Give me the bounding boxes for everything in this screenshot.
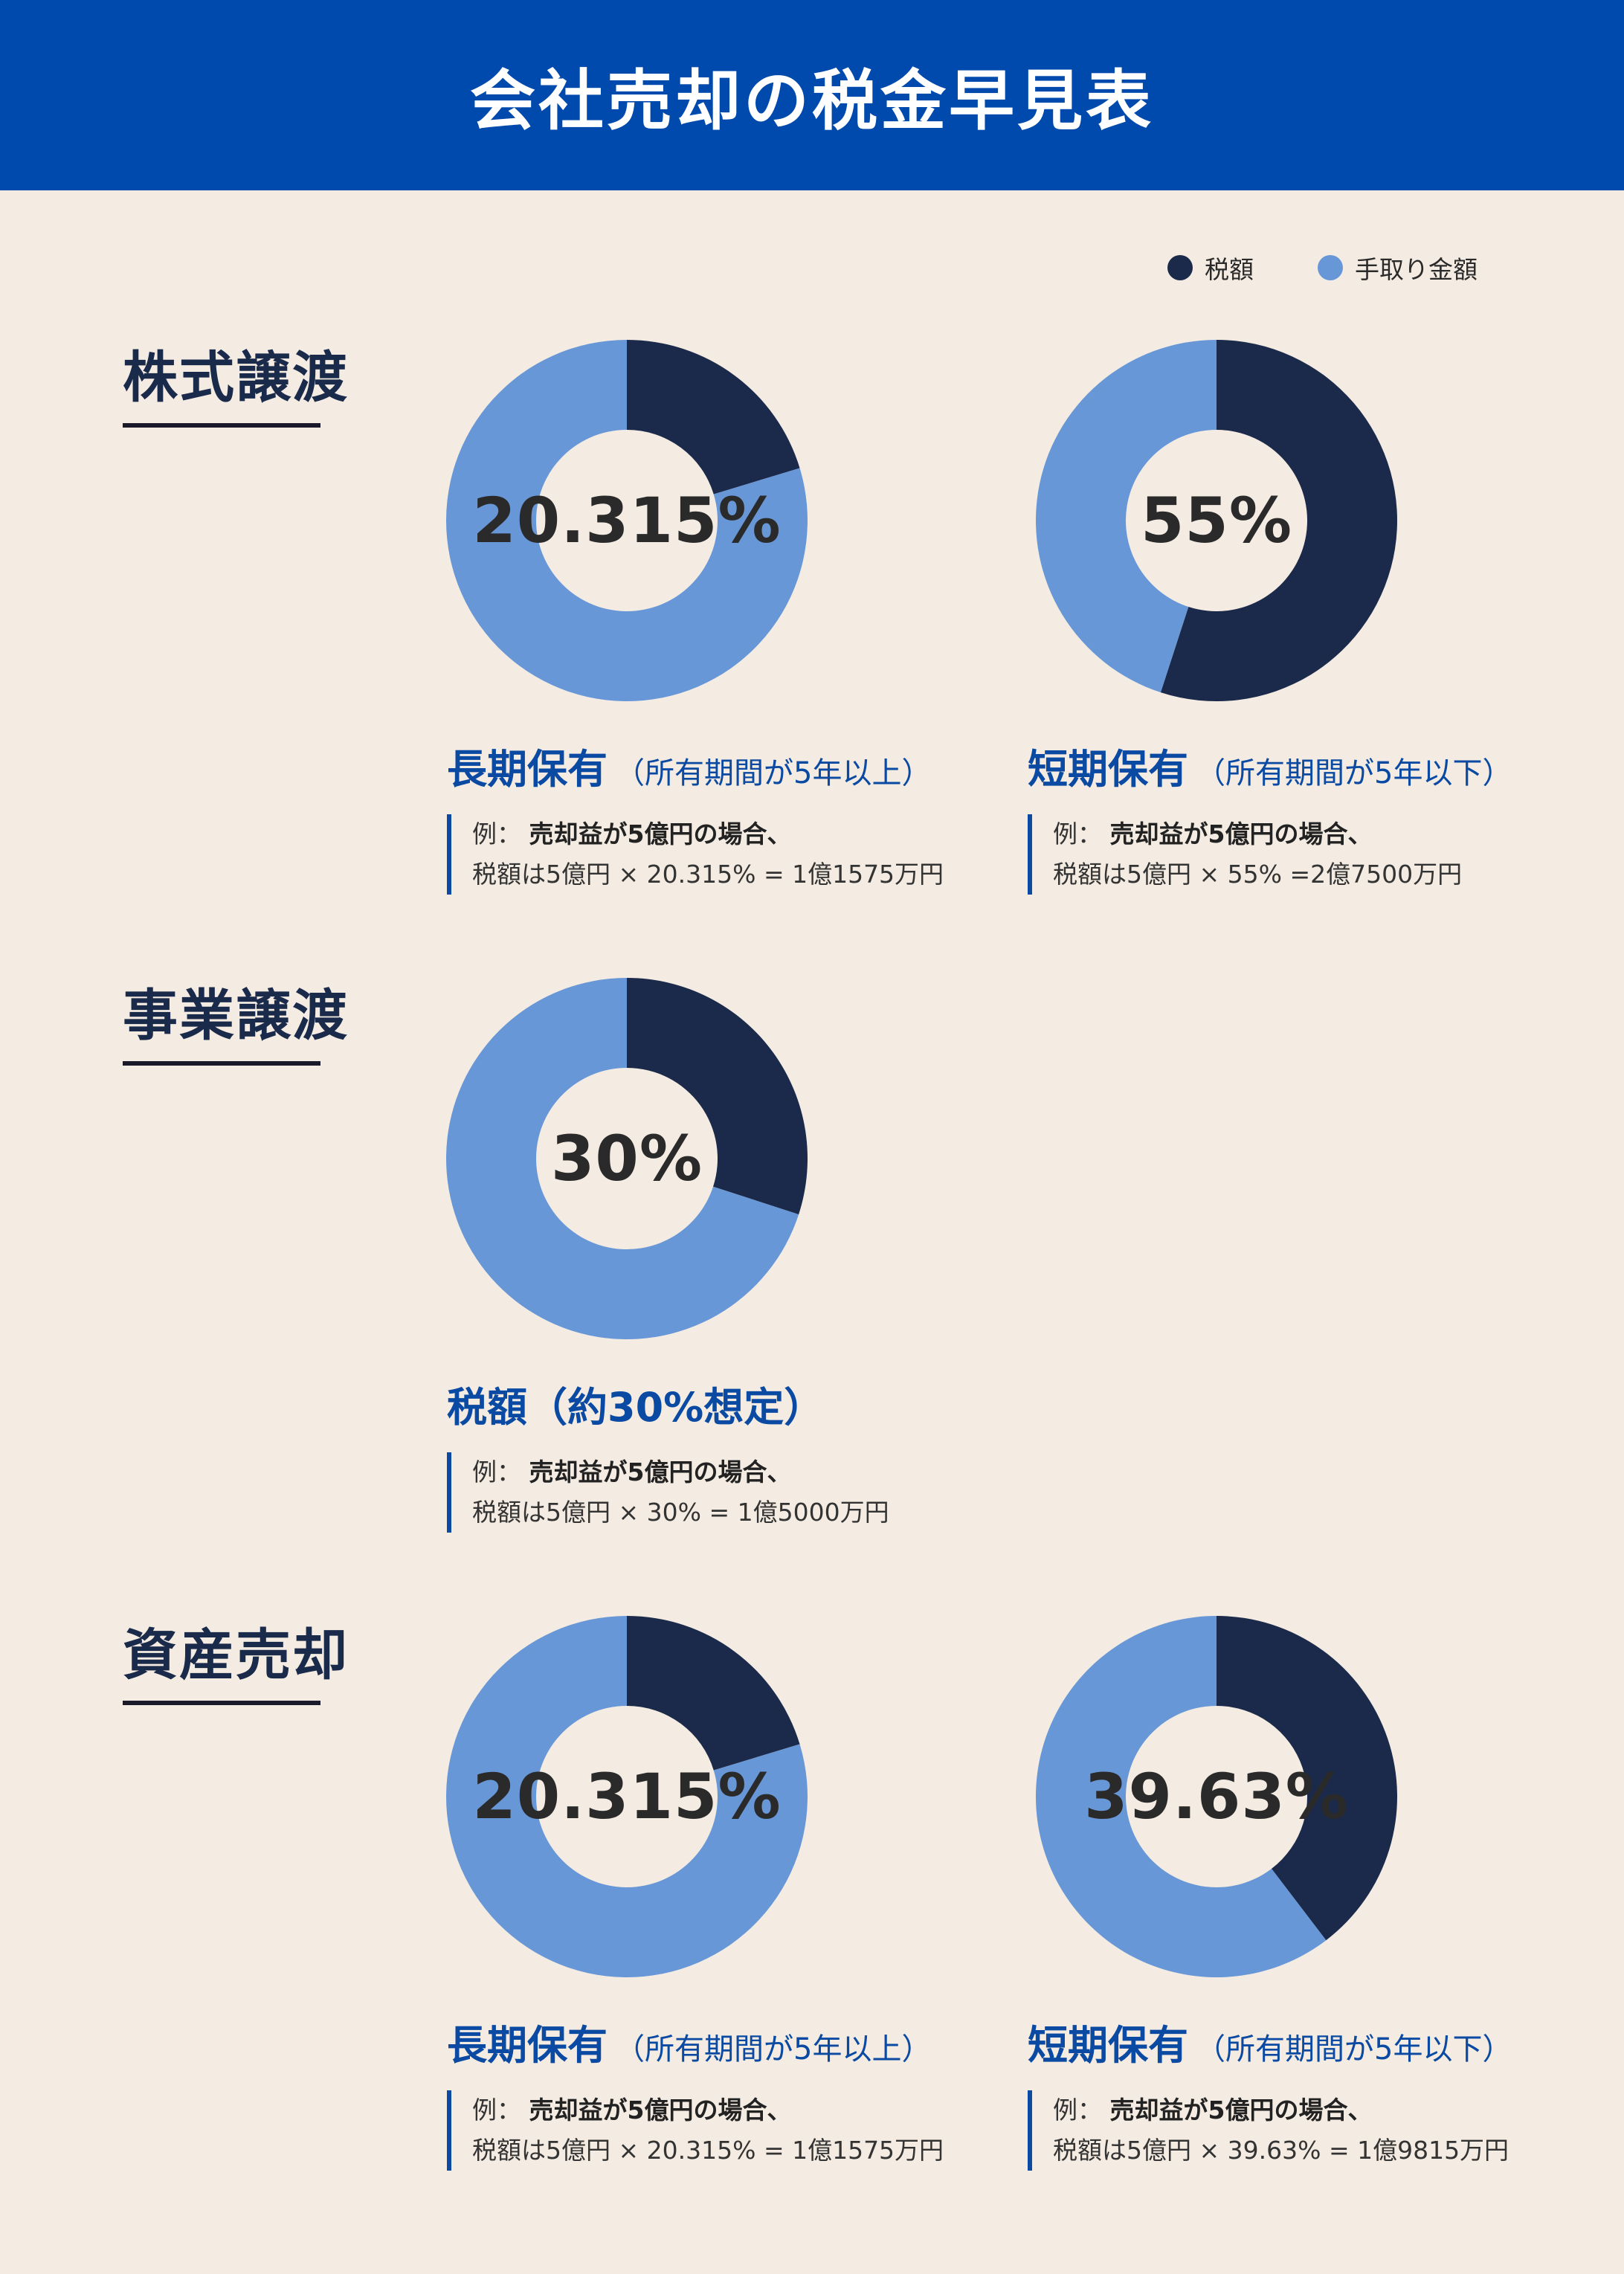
example-block: 例： 売却益が5億円の場合、 税額は5億円 × 20.315% = 1億1575… <box>447 814 944 895</box>
example-block: 例： 売却益が5億円の場合、 税額は5億円 × 39.63% = 1億9815万… <box>1028 2090 1512 2171</box>
donut-center-percentage: 20.315% <box>472 1760 782 1833</box>
example-condition: 売却益が5億円の場合、 <box>1109 819 1373 848</box>
section-title-text: 資産売却 <box>123 1623 349 1687</box>
example-block: 例： 売却益が5億円の場合、 税額は5億円 × 55% =2億7500万円 <box>1028 814 1512 895</box>
caption-subtitle: （所有期間が5年以下） <box>1196 2032 1512 2067</box>
legend-swatch-net <box>1318 255 1343 280</box>
example-line-2: 税額は5億円 × 30% = 1億5000万円 <box>472 1498 889 1527</box>
legend-item-net: 手取り金額 <box>1318 250 1478 286</box>
page-title: 会社売却の税金早見表 <box>469 61 1154 139</box>
example-line-1: 例： 売却益が5億円の場合、 <box>1053 814 1512 854</box>
donut-svg <box>446 340 808 701</box>
caption-asset-long: 長期保有 （所有期間が5年以上） 例： 売却益が5億円の場合、 税額は5億円 × … <box>447 2012 944 2171</box>
caption-title: 税額（約30%想定） <box>447 1374 889 1433</box>
donut-chart-asset-long: 20.315% <box>443 1613 811 1980</box>
caption-subtitle: （所有期間が5年以下） <box>1196 756 1512 790</box>
caption-asset-short: 短期保有 （所有期間が5年以下） 例： 売却益が5億円の場合、 税額は5億円 × … <box>1028 2012 1512 2171</box>
example-prefix: 例： <box>472 2096 521 2125</box>
chart-legend: 税額 手取り金額 <box>1167 250 1478 286</box>
donut-chart-asset-short: 39.63% <box>1033 1613 1400 1980</box>
example-line-2: 税額は5億円 × 20.315% = 1億1575万円 <box>472 860 944 889</box>
legend-swatch-tax <box>1167 255 1193 280</box>
donut-chart-stock-long: 20.315% <box>443 337 811 704</box>
example-block: 例： 売却益が5億円の場合、 税額は5億円 × 20.315% = 1億1575… <box>447 2090 944 2171</box>
caption-title: 短期保有 （所有期間が5年以下） <box>1028 2012 1512 2071</box>
caption-title-text: 短期保有 <box>1028 2022 1188 2069</box>
header-bar: 会社売却の税金早見表 <box>0 0 1624 190</box>
donut-svg <box>1036 340 1398 701</box>
example-prefix: 例： <box>1053 819 1102 848</box>
example-condition: 売却益が5億円の場合、 <box>529 2096 792 2125</box>
donut-slice-tax <box>627 978 808 1215</box>
legend-label-tax: 税額 <box>1205 255 1254 284</box>
donut-slice-net <box>1035 1616 1327 1977</box>
donut-center-percentage: 39.63% <box>1084 1760 1349 1833</box>
donut-slice-tax <box>627 340 800 495</box>
section-underline <box>123 1701 320 1705</box>
donut-slice-net <box>446 978 799 1339</box>
caption-subtitle: （所有期間が5年以上） <box>615 2032 932 2067</box>
caption-title-text: 短期保有 <box>1028 746 1188 793</box>
example-line-2: 税額は5億円 × 55% =2億7500万円 <box>1053 860 1463 889</box>
caption-title: 短期保有 （所有期間が5年以下） <box>1028 736 1512 795</box>
example-condition: 売却益が5億円の場合、 <box>529 819 792 848</box>
caption-subtitle: （所有期間が5年以上） <box>615 756 932 790</box>
example-line-2: 税額は5億円 × 20.315% = 1億1575万円 <box>472 2136 944 2165</box>
caption-title-text: 長期保有 <box>447 746 608 793</box>
section-title-text: 事業譲渡 <box>123 984 349 1048</box>
example-prefix: 例： <box>472 1458 521 1487</box>
section-underline <box>123 1061 320 1066</box>
section-title-business-transfer: 事業譲渡 <box>123 971 349 1066</box>
caption-stock-long: 長期保有 （所有期間が5年以上） 例： 売却益が5億円の場合、 税額は5億円 × … <box>447 736 944 895</box>
caption-business: 税額（約30%想定） 例： 売却益が5億円の場合、 税額は5億円 × 30% =… <box>447 1374 889 1533</box>
example-block: 例： 売却益が5億円の場合、 税額は5億円 × 30% = 1億5000万円 <box>447 1452 889 1533</box>
donut-svg <box>446 1616 808 1977</box>
donut-slice-tax <box>627 1616 800 1771</box>
caption-stock-short: 短期保有 （所有期間が5年以下） 例： 売却益が5億円の場合、 税額は5億円 × … <box>1028 736 1512 895</box>
legend-item-tax: 税額 <box>1167 250 1254 286</box>
caption-title: 長期保有 （所有期間が5年以上） <box>447 736 944 795</box>
donut-center-percentage: 30% <box>550 1122 703 1195</box>
donut-slice-tax <box>1217 1616 1397 1941</box>
donut-slice-net <box>446 340 808 701</box>
section-underline <box>123 423 320 428</box>
example-condition: 売却益が5億円の場合、 <box>529 1458 792 1487</box>
example-line-1: 例： 売却益が5億円の場合、 <box>472 814 944 854</box>
example-prefix: 例： <box>1053 2096 1102 2125</box>
section-title-stock-transfer: 株式譲渡 <box>123 333 349 428</box>
donut-chart-stock-short: 55% <box>1033 337 1400 704</box>
caption-title-text: 長期保有 <box>447 2022 608 2069</box>
example-line-1: 例： 売却益が5億円の場合、 <box>472 2090 944 2130</box>
donut-svg <box>446 978 808 1339</box>
donut-svg <box>1035 1616 1397 1977</box>
donut-chart-business: 30% <box>443 975 811 1342</box>
section-title-asset-sale: 資産売却 <box>123 1611 349 1705</box>
section-title-text: 株式譲渡 <box>123 346 349 410</box>
caption-title-text: 税額（約30%想定） <box>447 1384 825 1431</box>
example-condition: 売却益が5億円の場合、 <box>1109 2096 1373 2125</box>
example-line-2: 税額は5億円 × 39.63% = 1億9815万円 <box>1053 2136 1509 2165</box>
donut-slice-net <box>1036 340 1217 693</box>
caption-title: 長期保有 （所有期間が5年以上） <box>447 2012 944 2071</box>
example-prefix: 例： <box>472 819 521 848</box>
example-line-1: 例： 売却益が5億円の場合、 <box>1053 2090 1512 2130</box>
donut-center-percentage: 20.315% <box>472 484 782 557</box>
legend-label-net: 手取り金額 <box>1355 255 1478 284</box>
donut-slice-tax <box>1160 340 1398 701</box>
donut-slice-net <box>446 1616 808 1977</box>
example-line-1: 例： 売却益が5億円の場合、 <box>472 1452 889 1492</box>
donut-center-percentage: 55% <box>1140 484 1293 557</box>
